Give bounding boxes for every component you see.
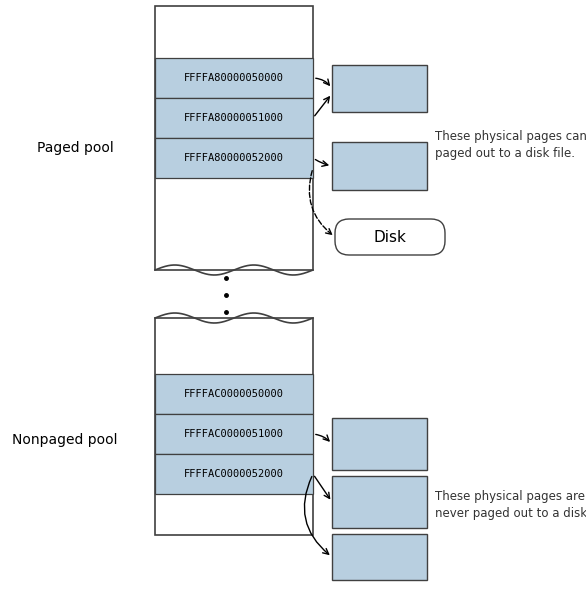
Text: FFFFA80000050000: FFFFA80000050000 — [184, 73, 284, 83]
Bar — [332, 142, 427, 190]
Text: FFFFAC0000050000: FFFFAC0000050000 — [184, 389, 284, 399]
Text: Nonpaged pool: Nonpaged pool — [12, 433, 118, 447]
Bar — [332, 476, 427, 528]
Bar — [332, 65, 427, 112]
Text: These physical pages are
never paged out to a disk file.: These physical pages are never paged out… — [435, 490, 586, 520]
Bar — [155, 318, 313, 535]
Bar — [155, 6, 313, 270]
Text: FFFFAC0000051000: FFFFAC0000051000 — [184, 429, 284, 439]
Text: Disk: Disk — [373, 229, 407, 245]
Text: FFFFAC0000052000: FFFFAC0000052000 — [184, 469, 284, 479]
Bar — [155, 374, 313, 414]
Bar — [155, 58, 313, 98]
Text: FFFFA80000051000: FFFFA80000051000 — [184, 113, 284, 123]
FancyBboxPatch shape — [335, 219, 445, 255]
Bar — [155, 138, 313, 178]
Text: These physical pages can be
paged out to a disk file.: These physical pages can be paged out to… — [435, 130, 586, 160]
Bar — [155, 454, 313, 494]
Bar — [155, 414, 313, 454]
Text: FFFFA80000052000: FFFFA80000052000 — [184, 153, 284, 163]
Bar — [332, 534, 427, 580]
Text: Paged pool: Paged pool — [36, 141, 113, 155]
Bar — [332, 418, 427, 470]
Bar — [155, 98, 313, 138]
